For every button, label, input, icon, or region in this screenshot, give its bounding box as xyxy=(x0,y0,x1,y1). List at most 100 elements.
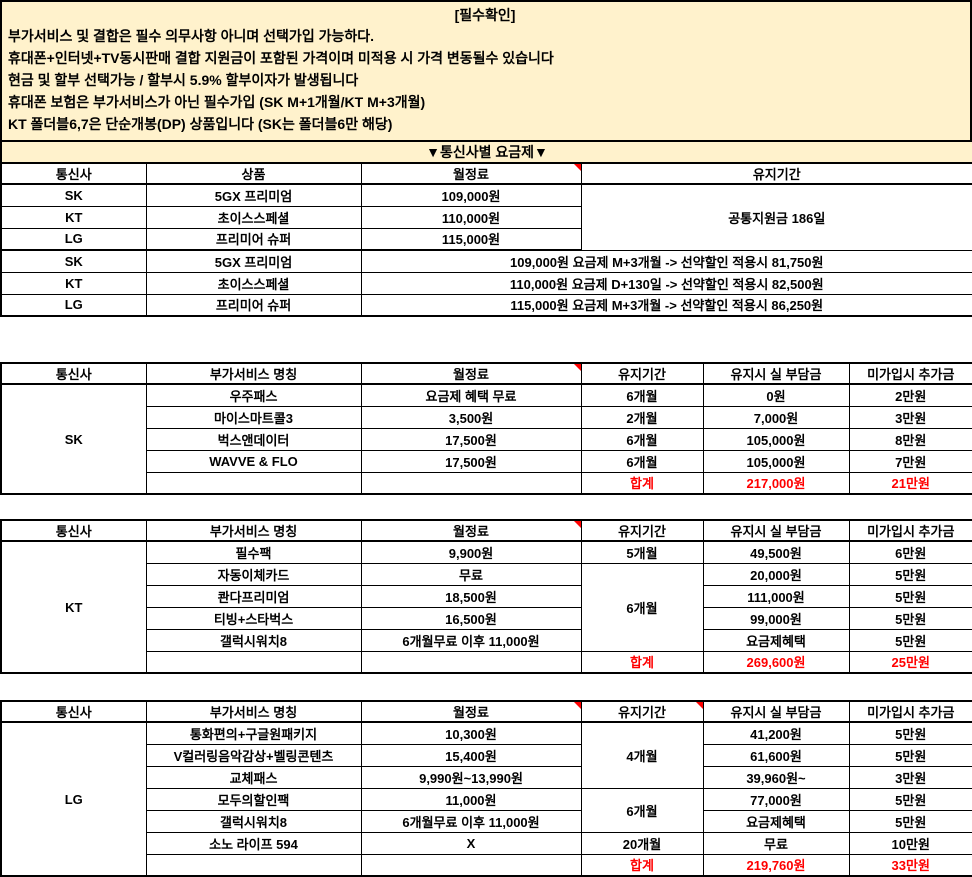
cell-fee: 17,500원 xyxy=(360,449,582,473)
total-label: 합계 xyxy=(580,853,704,877)
table-row: 갤럭시워치8 6개월무료 이후 11,000원 요금제혜택 5만원 xyxy=(1,628,972,652)
cell-real-cost: 77,000원 xyxy=(702,787,850,811)
col-header-fee: 월정료 xyxy=(360,162,582,185)
table-row: SK 우주패스 요금제 혜택 무료 6개월 0원 2만원 xyxy=(0,383,972,495)
col-header-fee-label: 월정료 xyxy=(453,367,489,382)
cell-real-cost: 105,000원 xyxy=(702,427,850,451)
cell-addon-name: 교체패스 xyxy=(145,765,362,789)
col-header-carrier: 통신사 xyxy=(0,362,147,385)
cell-carrier: LG xyxy=(0,293,147,317)
total-cost: 217,000원 xyxy=(702,471,850,495)
cell-fee: 11,000원 xyxy=(360,787,582,811)
cell-empty xyxy=(145,853,362,877)
col-header-carrier: 통신사 xyxy=(0,162,147,185)
cell-period: 5개월 xyxy=(580,540,704,564)
cell-extra-cost: 6만원 xyxy=(848,540,972,564)
sk-addon-table: 통신사 부가서비스 명칭 월정료 유지기간 유지시 실 부담금 미가입시 추가금… xyxy=(0,362,972,495)
table-row: 자동이체카드 무료 6개월 20,000원 5만원 xyxy=(1,562,972,652)
cell-addon-name: 벅스앤데이터 xyxy=(145,427,362,451)
notice-line: 부가서비스 및 결합은 필수 의무사항 아니며 선택가입 가능하다. xyxy=(8,28,374,44)
kt-header-row: 통신사 부가서비스 명칭 월정료 유지기간 유지시 실 부담금 미가입시 추가금 xyxy=(0,519,972,542)
col-header-extra-cost: 미가입시 추가금 xyxy=(848,700,972,723)
col-header-fee-label: 월정료 xyxy=(453,524,489,539)
cell-addon-name: 갤럭시워치8 xyxy=(145,628,362,652)
col-header-product: 상품 xyxy=(145,162,362,185)
col-header-carrier: 통신사 xyxy=(0,700,147,723)
cell-real-cost: 111,000원 xyxy=(702,584,850,608)
table-row: KT 필수팩 9,900원 5개월 49,500원 6만원 xyxy=(0,540,972,674)
cell-discount-detail: 109,000원 요금제 M+3개월 -> 선약할인 적용시 81,750원 xyxy=(360,249,972,273)
cell-extra-cost: 5만원 xyxy=(848,809,972,833)
plans-banner-row: ▼통신사별 요금제▼ xyxy=(0,140,972,164)
kt-addon-table: 통신사 부가서비스 명칭 월정료 유지기간 유지시 실 부담금 미가입시 추가금… xyxy=(0,519,972,674)
cell-fee: X xyxy=(360,831,582,855)
col-header-addon-name: 부가서비스 명칭 xyxy=(145,700,362,723)
cell-product: 프리미어 슈퍼 xyxy=(145,227,362,251)
comment-indicator-icon xyxy=(573,702,580,709)
cell-empty xyxy=(145,650,362,674)
col-header-real-cost: 유지시 실 부담금 xyxy=(702,700,850,723)
spacer xyxy=(0,674,972,700)
cell-addon-name: 갤럭시워치8 xyxy=(145,809,362,833)
col-header-period: 유지기간 xyxy=(580,700,704,723)
col-header-real-cost: 유지시 실 부담금 xyxy=(702,519,850,542)
notice-title: [필수확인] xyxy=(454,7,516,23)
comment-indicator-icon xyxy=(573,521,580,528)
col-header-extra-cost: 미가입시 추가금 xyxy=(848,519,972,542)
table-row: 마이스마트콜3 3,500원 2개월 7,000원 3만원 xyxy=(1,405,972,429)
cell-period: 2개월 xyxy=(580,405,704,429)
cell-period: 6개월 xyxy=(580,427,704,451)
cell-extra-cost: 8만원 xyxy=(848,427,972,451)
cell-real-cost: 49,500원 xyxy=(702,540,850,564)
cell-carrier: LG xyxy=(0,227,147,251)
col-header-period: 유지기간 xyxy=(580,519,704,542)
table-row: V컬러링음악감상+벨링콘텐츠 15,400원 61,600원 5만원 xyxy=(1,743,972,767)
cell-support-note: 공통지원금 186일 xyxy=(580,183,972,251)
cell-carrier: KT xyxy=(0,271,147,295)
cell-extra-cost: 5만원 xyxy=(848,743,972,767)
cell-period-merged: 6개월 xyxy=(580,787,704,833)
cell-fee: 6개월무료 이후 11,000원 xyxy=(360,809,582,833)
table-row: 소노 라이프 594 X 20개월 무료 10만원 xyxy=(1,831,972,855)
table-row: SK 5GX 프리미엄 109,000원 공통지원금 186일 xyxy=(0,183,972,251)
cell-addon-name: 콴다프리미엄 xyxy=(145,584,362,608)
total-row: 합계 219,760원 33만원 xyxy=(1,853,972,877)
cell-fee: 무료 xyxy=(360,562,582,586)
cell-extra-cost: 5만원 xyxy=(848,584,972,608)
table-row: SK 5GX 프리미엄 109,000원 요금제 M+3개월 -> 선약할인 적… xyxy=(0,249,972,273)
col-header-fee: 월정료 xyxy=(360,362,582,385)
cell-fee: 요금제 혜택 무료 xyxy=(360,383,582,407)
cell-fee: 15,400원 xyxy=(360,743,582,767)
col-header-real-cost: 유지시 실 부담금 xyxy=(702,362,850,385)
cell-fee: 6개월무료 이후 11,000원 xyxy=(360,628,582,652)
col-header-carrier: 통신사 xyxy=(0,519,147,542)
total-cost: 219,760원 xyxy=(702,853,850,877)
cell-period-merged: 4개월 xyxy=(580,721,704,789)
cell-addon-name: 자동이체카드 xyxy=(145,562,362,586)
lg-addon-table: 통신사 부가서비스 명칭 월정료 유지기간 유지시 실 부담금 미가입시 추가금… xyxy=(0,700,972,877)
total-label: 합계 xyxy=(580,650,704,674)
cell-period: 6개월 xyxy=(580,449,704,473)
cell-empty xyxy=(145,471,362,495)
cell-addon-name: V컬러링음악감상+벨링콘텐츠 xyxy=(145,743,362,767)
notice-line: KT 폴더블6,7은 단순개봉(DP) 상품입니다 (SK는 폴더블6만 해당) xyxy=(8,116,393,132)
cell-addon-name: 티빙+스타벅스 xyxy=(145,606,362,630)
cell-carrier: SK xyxy=(0,383,147,495)
cell-fee: 109,000원 xyxy=(360,183,582,207)
table-row: 갤럭시워치8 6개월무료 이후 11,000원 요금제혜택 5만원 xyxy=(1,809,972,833)
cell-product: 프리미어 슈퍼 xyxy=(145,293,362,317)
cell-extra-cost: 5만원 xyxy=(848,606,972,630)
cell-real-cost: 105,000원 xyxy=(702,449,850,473)
comment-indicator-icon xyxy=(573,164,580,171)
cell-real-cost: 99,000원 xyxy=(702,606,850,630)
table-row: LG 통화편의+구글원패키지 10,300원 4개월 41,200원 5만원 xyxy=(0,721,972,877)
table-row: 모두의할인팩 11,000원 6개월 77,000원 5만원 xyxy=(1,787,972,833)
total-extra: 33만원 xyxy=(848,853,972,877)
cell-carrier: KT xyxy=(0,540,147,674)
cell-discount-detail: 110,000원 요금제 D+130일 -> 선약할인 적용시 82,500원 xyxy=(360,271,972,295)
total-row: 합계 217,000원 21만원 xyxy=(1,471,972,495)
total-extra: 25만원 xyxy=(848,650,972,674)
cell-real-cost: 0원 xyxy=(702,383,850,407)
cell-real-cost: 20,000원 xyxy=(702,562,850,586)
